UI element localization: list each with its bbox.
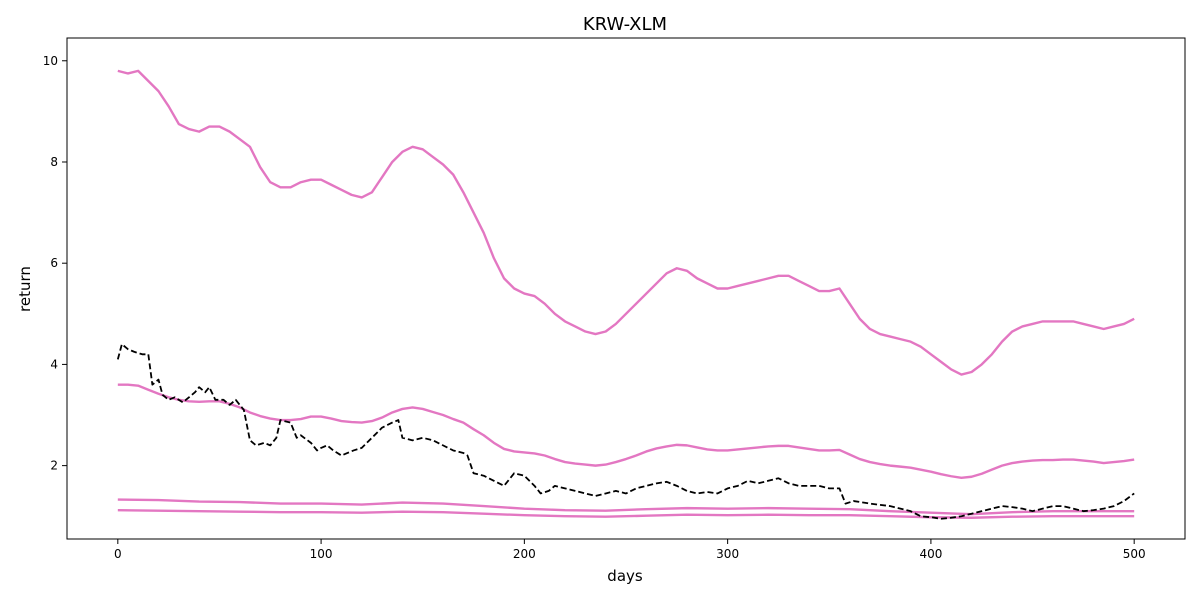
y-axis: 2 4 6 8 10	[43, 54, 67, 473]
series-line-upper_outer	[117, 69, 1135, 376]
plot-frame	[66, 37, 1186, 540]
x-tick-label: 400	[919, 547, 942, 561]
x-axis: 0 100 200 300 400 500	[114, 539, 1146, 561]
series-line-price	[116, 343, 1135, 520]
x-tick-label: 500	[1123, 547, 1146, 561]
series-line-lower_inner	[117, 498, 1135, 516]
y-tick-label: 10	[43, 54, 58, 68]
x-axis-label: days	[607, 567, 643, 585]
chart-title: KRW-XLM	[583, 14, 667, 35]
y-tick-label: 4	[50, 357, 58, 371]
x-tick-label: 200	[513, 547, 536, 561]
y-tick-label: 6	[50, 256, 58, 270]
x-tick-label: 0	[114, 547, 122, 561]
y-tick-label: 8	[50, 155, 58, 169]
series-line-lower_outer	[117, 508, 1135, 519]
x-tick-label: 100	[310, 547, 333, 561]
y-tick-label: 2	[50, 459, 58, 473]
x-tick-label: 300	[716, 547, 739, 561]
plot-area	[116, 69, 1135, 520]
series-line-upper_inner	[117, 383, 1135, 479]
y-axis-label: return	[16, 266, 34, 312]
